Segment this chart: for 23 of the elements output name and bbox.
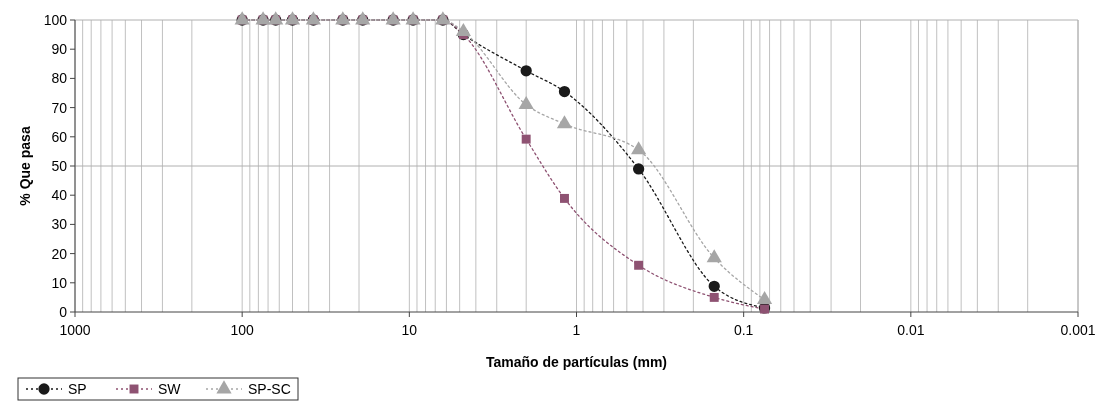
x-tick-label: 0.001 xyxy=(1060,322,1096,338)
y-tick-label: 10 xyxy=(51,274,68,291)
y-tick-label: 80 xyxy=(51,70,68,87)
y-tick-label: 20 xyxy=(51,245,68,262)
y-tick-label: 100 xyxy=(43,11,68,28)
legend-label: SW xyxy=(158,380,182,397)
x-tick-label: 1 xyxy=(572,322,581,338)
y-axis-title: % Que pasa xyxy=(17,126,33,206)
legend-label: SP xyxy=(68,380,87,397)
y-tick-label: 50 xyxy=(51,157,68,174)
x-tick-label: 10 xyxy=(401,322,418,338)
y-tick-label: 0 xyxy=(59,303,68,320)
y-tick-label: 90 xyxy=(51,41,68,58)
legend-label: SP-SC xyxy=(248,380,291,397)
x-tick-label: 1000 xyxy=(59,322,91,338)
x-tick-label: 0.1 xyxy=(733,322,754,338)
y-tick-label: 60 xyxy=(51,128,68,145)
y-tick-label: 40 xyxy=(51,187,68,204)
y-tick-label: 70 xyxy=(51,99,68,116)
x-tick-label: 0.01 xyxy=(897,322,925,338)
x-axis-title: Tamaño de partículas (mm) xyxy=(485,354,668,370)
y-tick-label: 30 xyxy=(51,216,68,233)
x-tick-label: 100 xyxy=(230,322,255,338)
